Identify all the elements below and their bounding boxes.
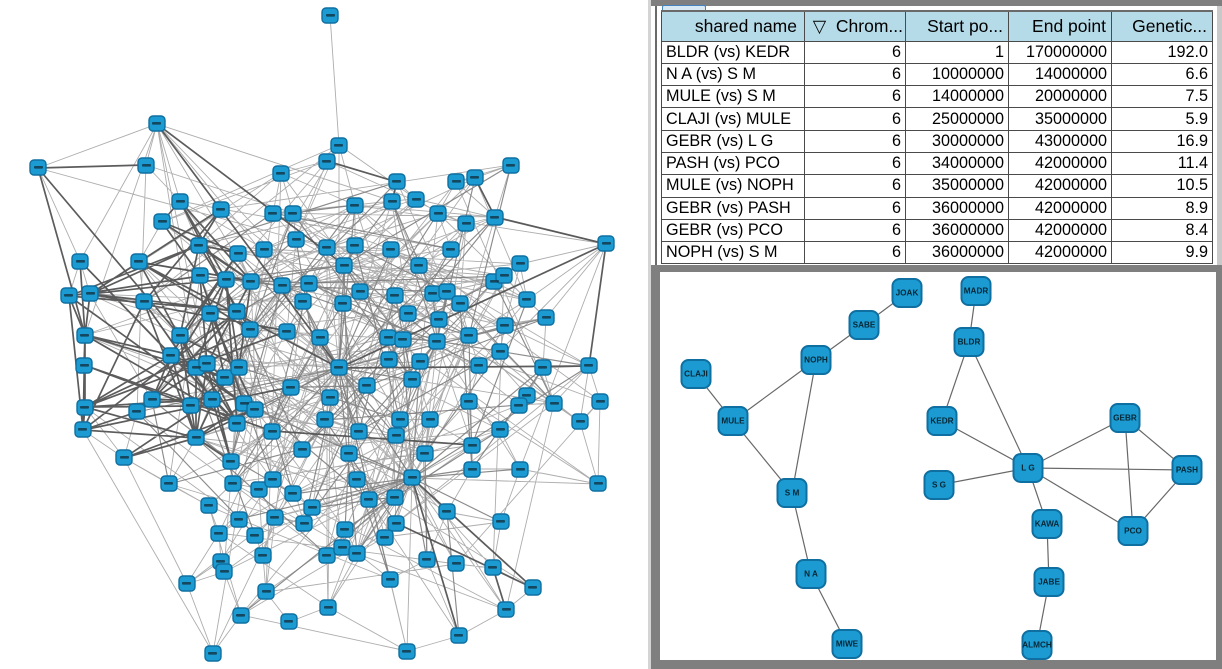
- svg-text:NOPH: NOPH: [804, 356, 828, 365]
- svg-text:S M: S M: [785, 489, 800, 498]
- svg-text:KEDR: KEDR: [930, 417, 953, 426]
- svg-text:MIWE: MIWE: [836, 640, 859, 649]
- svg-text:JABE: JABE: [1038, 578, 1060, 587]
- svg-text:MADR: MADR: [964, 287, 989, 296]
- svg-text:S G: S G: [932, 481, 946, 490]
- svg-text:SABE: SABE: [853, 321, 876, 330]
- svg-text:BLDR: BLDR: [958, 338, 981, 347]
- svg-text:KAWA: KAWA: [1035, 520, 1060, 529]
- svg-text:GEBR: GEBR: [1113, 414, 1137, 423]
- svg-text:PASH: PASH: [1176, 466, 1198, 475]
- svg-text:N A: N A: [804, 570, 818, 579]
- svg-text:PCO: PCO: [1124, 527, 1142, 536]
- svg-text:L G: L G: [1021, 464, 1035, 473]
- svg-text:JOAK: JOAK: [896, 289, 919, 298]
- svg-text:CLAJI: CLAJI: [684, 370, 708, 379]
- svg-text:ALMCH: ALMCH: [1022, 641, 1052, 650]
- svg-text:MULE: MULE: [721, 417, 745, 426]
